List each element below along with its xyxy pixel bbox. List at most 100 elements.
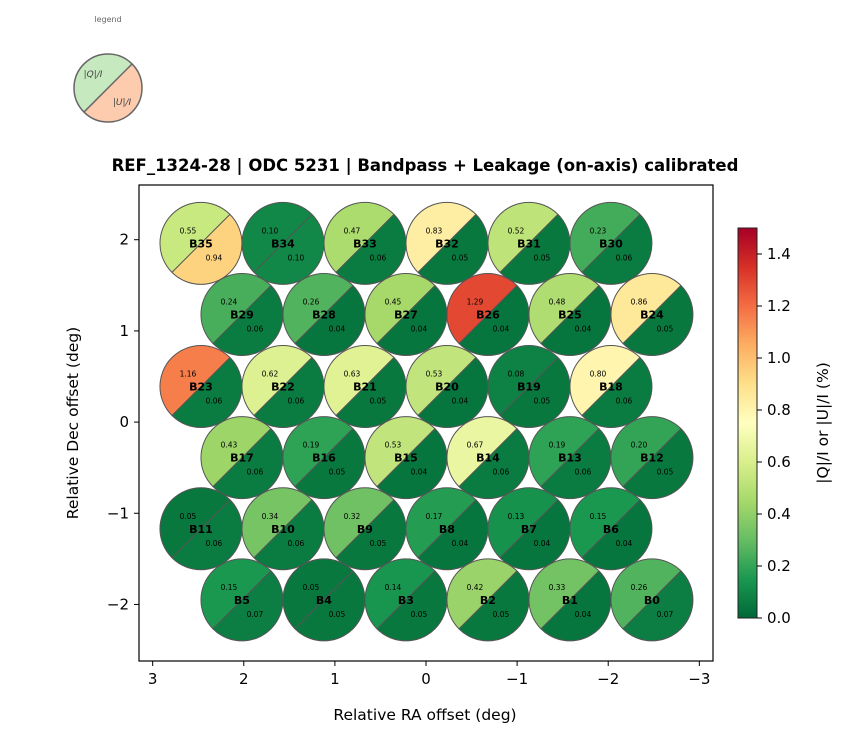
beam-u-half xyxy=(622,570,693,641)
beam-q-half xyxy=(323,202,394,273)
beam-outline xyxy=(569,201,653,285)
chart-title: REF_1324-28 | ODC 5231 | Bandpass + Leak… xyxy=(112,156,739,176)
beam-q-half xyxy=(446,273,517,344)
beam-b8: B8 0.17 0.04 xyxy=(405,487,489,571)
beam-u-half xyxy=(253,357,324,428)
beam-divider xyxy=(540,428,600,487)
legend-upper-label: |Q|/I xyxy=(84,70,103,80)
beam-q-value: 0.32 xyxy=(344,512,361,521)
beam-u-value: 0.06 xyxy=(616,253,633,262)
y-axis-ticks: 2 1 0 −1 −2 xyxy=(107,231,139,613)
beam-q-half xyxy=(282,558,353,629)
colorbar-tick-label: 0.2 xyxy=(767,557,791,575)
beam-u-value: 0.06 xyxy=(288,539,305,548)
colorbar: 0.0 0.2 0.4 0.6 0.8 1.0 1.2 1.4 |Q|/I or |U|/I … xyxy=(737,227,832,627)
beam-outline xyxy=(569,345,653,429)
beam-q-value: 0.53 xyxy=(426,370,443,379)
beam-label: B20 xyxy=(435,381,459,394)
beam-label: B28 xyxy=(312,308,336,321)
colorbar-tick-label: 1.0 xyxy=(767,349,791,367)
legend: legend |Q|/I |U|/I xyxy=(73,15,143,123)
legend-circle xyxy=(73,53,143,123)
beam-divider xyxy=(212,285,272,344)
beam-u-half xyxy=(540,285,611,356)
beam-u-value: 0.04 xyxy=(452,397,469,406)
beam-q-half xyxy=(405,202,476,273)
beam-u-value: 0.04 xyxy=(616,539,633,548)
beam-q-half xyxy=(569,202,640,273)
beam-q-value: 0.24 xyxy=(221,297,238,306)
colorbar-tick-label: 0.4 xyxy=(767,505,791,523)
beam-label: B31 xyxy=(517,237,541,250)
beam-label: B29 xyxy=(230,308,254,321)
beam-q-half xyxy=(323,345,394,416)
beam-u-half xyxy=(212,570,283,641)
beam-b26: B26 1.29 0.04 xyxy=(446,272,530,356)
beam-u-half xyxy=(581,214,652,285)
beam-u-value: 0.05 xyxy=(370,397,387,406)
y-tick-label: −1 xyxy=(107,504,129,522)
x-tick-label: 2 xyxy=(239,670,249,688)
beam-u-half xyxy=(212,428,283,499)
beam-label: B3 xyxy=(398,594,414,607)
beam-q-value: 0.26 xyxy=(303,297,320,306)
beam-u-half xyxy=(171,214,242,285)
beam-u-half xyxy=(294,428,365,499)
beam-b14: B14 0.67 0.06 xyxy=(446,416,530,500)
beam-q-value: 0.55 xyxy=(180,226,197,235)
beam-divider xyxy=(212,570,272,630)
beam-u-value: 0.06 xyxy=(616,397,633,406)
beam-q-value: 0.26 xyxy=(631,583,648,592)
beam-q-value: 0.15 xyxy=(221,583,238,592)
x-axis-ticks: 3 2 1 0 −1 −2 −3 xyxy=(148,661,710,688)
beam-u-half xyxy=(376,428,447,499)
beam-b7: B7 0.13 0.04 xyxy=(487,487,571,571)
beam-u-half xyxy=(253,499,324,570)
beam-q-half xyxy=(487,345,558,416)
beam-divider xyxy=(458,428,518,487)
beam-q-value: 0.47 xyxy=(344,226,361,235)
beam-q-half xyxy=(528,416,599,487)
beam-divider xyxy=(622,285,682,344)
beam-label: B22 xyxy=(271,381,295,394)
beam-label: B14 xyxy=(476,452,500,465)
colorbar-tick-label: 1.4 xyxy=(767,245,791,263)
beam-divider xyxy=(458,285,518,344)
beam-b34: B34 0.10 0.10 xyxy=(241,201,325,285)
beam-b24: B24 0.86 0.05 xyxy=(610,272,694,356)
beam-q-half xyxy=(241,345,312,416)
legend-lower-label: |U|/I xyxy=(113,98,132,108)
beam-q-value: 0.48 xyxy=(549,297,566,306)
beam-label: B34 xyxy=(271,237,295,250)
beam-divider xyxy=(417,357,477,416)
beam-b1: B1 0.33 0.04 xyxy=(528,558,612,642)
beam-divider xyxy=(294,570,354,630)
beam-divider xyxy=(499,214,559,273)
beam-q-half xyxy=(159,345,230,416)
beam-divider xyxy=(171,357,231,416)
beam-u-half xyxy=(499,214,570,285)
beam-divider xyxy=(253,214,313,273)
beam-u-value: 0.06 xyxy=(288,397,305,406)
beam-label: B21 xyxy=(353,381,377,394)
beam-u-value: 0.06 xyxy=(206,397,223,406)
beam-label: B25 xyxy=(558,308,582,321)
beam-divider xyxy=(417,499,477,559)
beam-divider xyxy=(335,499,395,559)
colorbar-tick-label: 0.8 xyxy=(767,401,791,419)
beam-u-half xyxy=(458,285,529,356)
beam-u-half xyxy=(417,214,488,285)
beam-b19: B19 0.08 0.05 xyxy=(487,345,571,429)
beam-q-value: 0.34 xyxy=(262,512,279,521)
legend-q-half xyxy=(74,54,133,113)
beam-u-value: 0.07 xyxy=(247,610,264,619)
beam-label: B35 xyxy=(189,237,213,250)
y-tick-label: 1 xyxy=(119,322,129,340)
beam-u-value: 0.10 xyxy=(288,253,305,262)
beam-q-half xyxy=(200,416,271,487)
beam-divider xyxy=(335,214,395,273)
beam-divider xyxy=(622,570,682,630)
beam-q-half xyxy=(528,273,599,344)
beam-u-value: 0.05 xyxy=(452,253,469,262)
beam-q-half xyxy=(364,416,435,487)
